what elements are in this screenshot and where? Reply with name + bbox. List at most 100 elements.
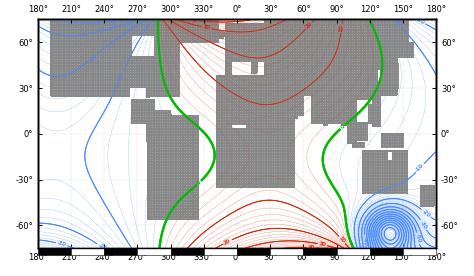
Point [373,114,380,119]
Point [139,32,146,36]
Point [229,172,237,176]
Point [336,95,344,99]
Point [360,51,368,55]
Point [394,81,402,86]
Point [158,57,166,61]
Point [241,43,248,47]
Point [54,51,61,55]
Point [68,29,76,33]
Point [163,208,171,212]
Point [358,40,365,44]
Point [124,87,132,91]
Point [71,92,78,97]
Point [146,158,154,163]
Point [353,57,360,61]
Point [268,59,275,64]
Point [192,211,200,215]
Point [141,73,149,78]
Point [346,100,353,105]
Point [66,29,73,33]
Point [290,43,297,47]
Point [158,34,166,39]
Point [227,131,234,135]
Point [238,158,246,163]
Point [168,183,175,187]
Point [363,89,370,94]
Point [401,175,409,179]
Point [78,32,85,36]
Point [88,54,95,58]
Point [248,57,256,61]
Point [182,117,190,121]
Point [151,175,158,179]
Point [377,23,385,28]
Point [83,48,91,53]
Point [255,40,263,44]
Point [134,18,141,22]
Point [253,37,261,42]
Point [224,95,231,99]
Point [241,172,248,176]
Point [253,70,261,75]
Point [341,98,348,102]
Point [375,37,383,42]
Point [219,155,227,160]
Point [251,147,258,152]
Point [66,40,73,44]
Point [148,158,156,163]
Point [367,23,375,28]
Point [270,169,278,174]
Point [58,51,66,55]
Point [224,128,231,132]
Point [350,125,358,130]
Point [156,136,164,141]
Point [277,136,285,141]
Point [151,40,158,44]
Point [197,34,205,39]
Point [51,57,59,61]
Point [387,43,394,47]
Point [148,68,156,72]
Point [389,166,397,171]
Point [148,76,156,80]
Point [85,18,93,22]
Point [148,18,156,22]
Point [328,18,336,22]
Point [90,23,98,28]
Point [253,65,261,69]
Point [241,100,248,105]
Point [231,98,239,102]
Point [392,172,400,176]
Point [268,123,275,127]
Point [175,117,183,121]
Point [273,117,280,121]
Point [124,76,132,80]
Point [255,180,263,185]
Point [307,34,314,39]
Point [338,84,346,88]
Point [168,142,175,146]
Point [394,68,402,72]
Point [219,142,227,146]
Point [192,208,200,212]
Point [231,87,239,91]
Point [268,18,275,22]
Point [97,78,105,83]
Point [287,134,295,138]
Point [68,51,76,55]
Point [302,76,310,80]
Point [180,169,188,174]
Point [61,70,68,75]
Point [384,166,392,171]
Point [119,18,127,22]
Point [290,134,297,138]
Point [273,147,280,152]
Point [255,177,263,182]
Point [270,150,278,154]
Point [258,166,265,171]
Point [348,103,356,108]
Point [158,26,166,31]
Point [144,70,151,75]
Point [380,81,387,86]
Point [346,109,353,113]
